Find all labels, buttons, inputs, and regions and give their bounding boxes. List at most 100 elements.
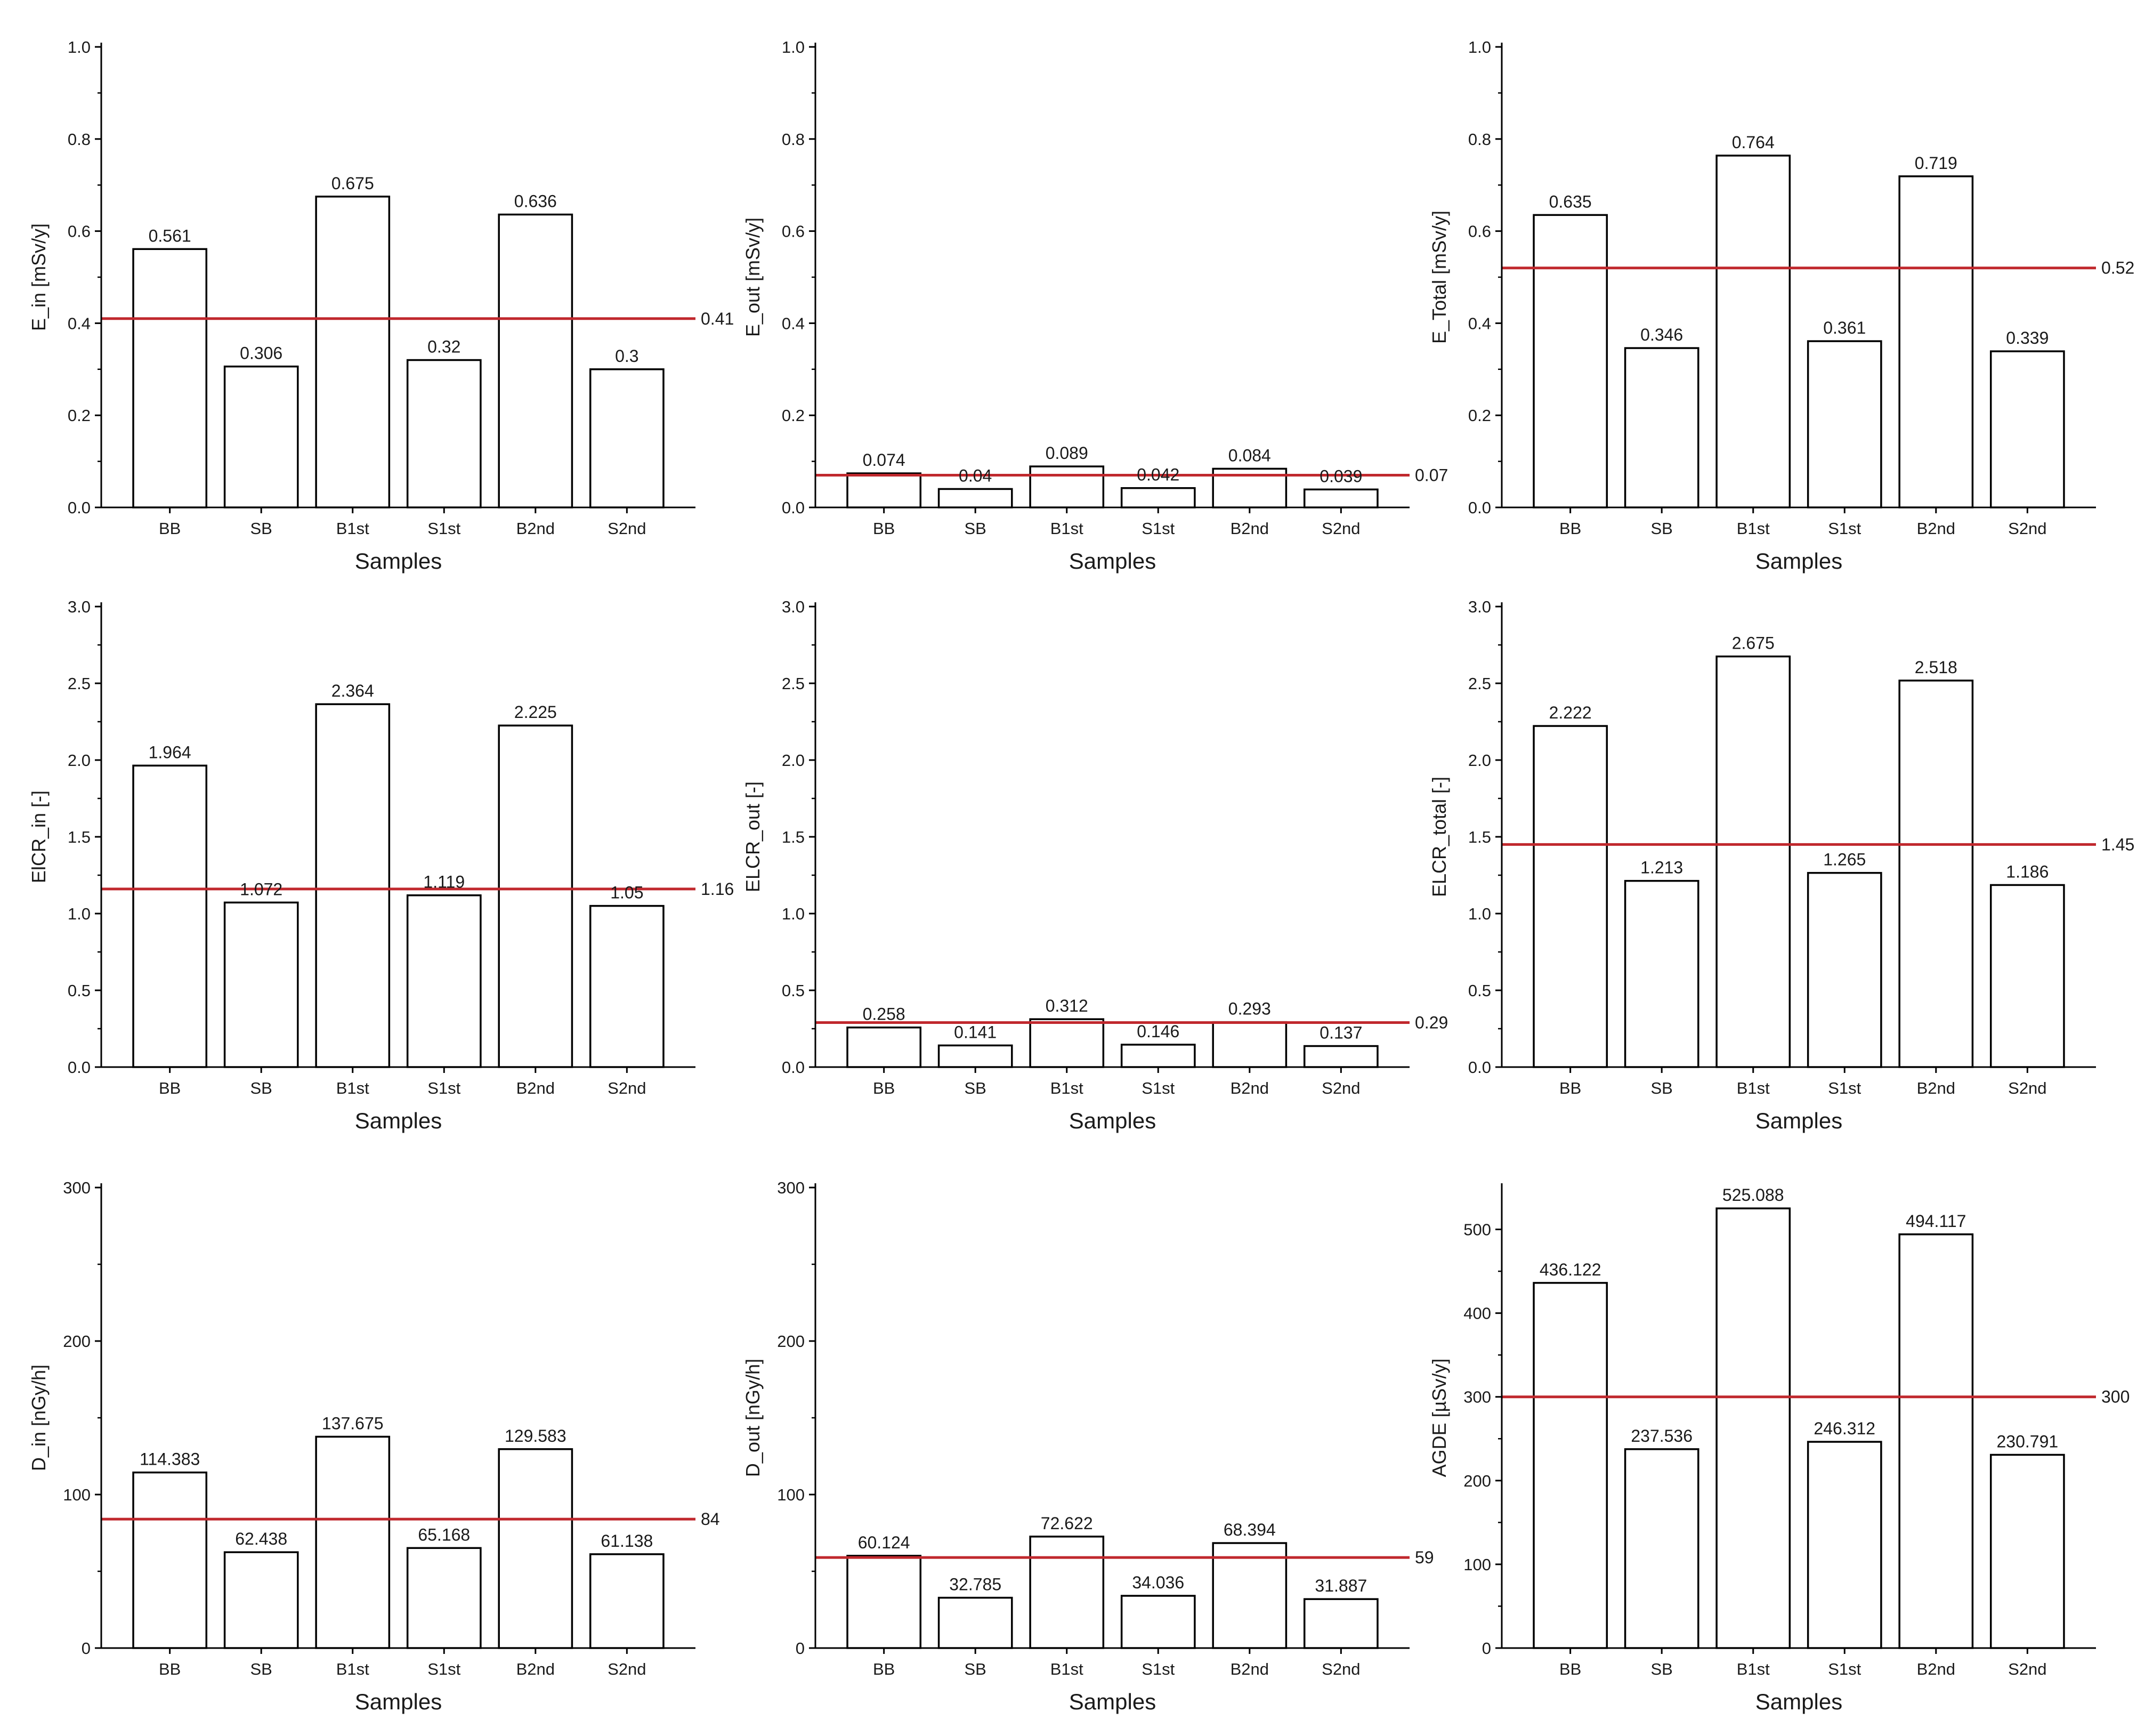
reference-label: 59 — [1415, 1548, 1434, 1567]
bar — [1898, 1233, 1974, 1649]
y-tick-label: 2.5 — [782, 674, 805, 693]
bar-value-label: 0.042 — [1137, 465, 1179, 485]
y-tick-label: 300 — [63, 1178, 91, 1197]
x-tick-label: B1st — [336, 519, 369, 538]
x-tick-label: BB — [873, 1079, 895, 1097]
bar — [1029, 465, 1105, 508]
bar-value-label: 0.561 — [149, 226, 191, 245]
y-tick-label: 0.5 — [1468, 981, 1491, 1000]
x-tick-label: SB — [1651, 1079, 1673, 1097]
bar — [1989, 884, 2065, 1068]
chart-panel-8: 59 60.124 32.785 72.622 34.036 68.394 31.887 0 1… — [742, 1178, 1434, 1714]
bar-value-label: 114.383 — [140, 1450, 200, 1469]
x-axis-title: Samples — [355, 1689, 442, 1714]
x-axis-title: Samples — [1069, 1689, 1156, 1714]
bar-value-label: 0.306 — [240, 344, 282, 363]
y-tick-label: 0.6 — [68, 222, 91, 241]
bar-value-label: 525.088 — [1722, 1185, 1784, 1205]
x-tick-label: S1st — [1142, 519, 1175, 538]
chart-panel-2: 0.07 0.074 0.04 0.089 0.042 0.084 0.039 0.0 0.2 0… — [742, 38, 1448, 574]
y-tick-label: 400 — [1463, 1304, 1491, 1323]
bar-value-label: 65.168 — [418, 1525, 470, 1544]
bar — [1212, 1021, 1288, 1068]
bar — [406, 894, 482, 1068]
bar-value-label: 0.084 — [1228, 446, 1271, 465]
x-tick-label: B1st — [336, 1660, 369, 1678]
y-tick-label: 0.2 — [1468, 406, 1491, 425]
bar-value-label: 0.719 — [1915, 154, 1957, 173]
x-tick-label: SB — [250, 519, 272, 538]
bar — [846, 1026, 922, 1068]
bar-value-label: 230.791 — [1997, 1432, 2059, 1451]
y-tick-label: 0.0 — [782, 498, 805, 517]
bar — [1715, 655, 1791, 1068]
reference-label: 1.45 — [2101, 835, 2134, 854]
x-tick-label: BB — [159, 1660, 181, 1678]
y-tick-label: 100 — [63, 1485, 91, 1504]
x-tick-label: S2nd — [608, 519, 646, 538]
y-axis-title: ElCR_in [-] — [28, 790, 50, 883]
y-tick-label: 2.0 — [68, 751, 91, 770]
bar — [498, 724, 573, 1068]
bar-value-label: 68.394 — [1224, 1520, 1276, 1539]
x-tick-label: S1st — [427, 519, 460, 538]
y-tick-label: 1.5 — [68, 828, 91, 846]
bar-value-label: 1.072 — [240, 879, 282, 899]
y-tick-label: 0.0 — [782, 1058, 805, 1077]
y-tick-label: 1.0 — [68, 38, 91, 56]
bar-value-label: 72.622 — [1041, 1514, 1093, 1533]
y-tick-label: 0.4 — [782, 314, 805, 333]
bar — [1715, 1207, 1791, 1649]
bar-value-label: 0.137 — [1320, 1023, 1362, 1043]
y-axis-title: ELCR_total [-] — [1428, 777, 1450, 897]
reference-label: 0.41 — [701, 309, 734, 328]
y-tick-label: 1.0 — [1468, 38, 1491, 56]
y-tick-label: 0.8 — [68, 130, 91, 149]
y-tick-label: 1.0 — [782, 905, 805, 923]
bar — [1029, 1018, 1105, 1068]
bar-value-label: 0.339 — [2006, 328, 2049, 348]
bar — [937, 488, 1013, 508]
bar-value-label: 494.117 — [1906, 1212, 1966, 1231]
bar-value-label: 137.675 — [322, 1414, 384, 1433]
x-tick-label: SB — [965, 1079, 986, 1097]
x-tick-label: SB — [965, 519, 986, 538]
bar — [406, 359, 482, 508]
y-tick-label: 3.0 — [782, 597, 805, 616]
x-tick-label: BB — [1559, 1079, 1581, 1097]
x-tick-label: S1st — [1142, 1660, 1175, 1678]
bar — [1533, 725, 1608, 1068]
bar-value-label: 2.675 — [1732, 634, 1775, 653]
bar-value-label: 0.32 — [427, 337, 460, 357]
y-tick-label: 300 — [777, 1178, 805, 1197]
bar — [1303, 488, 1379, 508]
y-tick-label: 0.0 — [68, 498, 91, 517]
y-tick-label: 0.0 — [68, 1058, 91, 1077]
x-tick-label: S2nd — [608, 1079, 646, 1097]
y-tick-label: 0 — [1482, 1639, 1491, 1658]
bar-value-label: 1.186 — [2006, 862, 2049, 881]
bar-value-label: 0.04 — [959, 466, 992, 485]
bar-value-label: 0.636 — [514, 191, 557, 211]
chart-panel-9: 300 436.122 237.536 525.088 246.312 494.117 23… — [1428, 1183, 2130, 1714]
bar-value-label: 0.764 — [1732, 133, 1775, 152]
bar-value-label: 129.583 — [505, 1426, 566, 1446]
x-tick-label: S2nd — [1322, 519, 1360, 538]
bar-value-label: 62.438 — [235, 1529, 287, 1548]
bar-value-label: 2.225 — [514, 703, 557, 722]
y-axis-title: AGDE [µSv/y] — [1428, 1359, 1450, 1477]
x-tick-label: BB — [1559, 1660, 1581, 1678]
x-tick-label: B2nd — [1231, 519, 1269, 538]
bar-value-label: 1.265 — [1823, 850, 1866, 869]
x-tick-label: S2nd — [2008, 1660, 2046, 1678]
bar — [315, 703, 391, 1068]
y-axis-title: E_out [mSv/y] — [742, 217, 764, 337]
reference-label: 0.29 — [1415, 1013, 1448, 1032]
bar — [1120, 487, 1196, 508]
y-tick-label: 100 — [1463, 1555, 1491, 1574]
y-tick-label: 1.5 — [1468, 828, 1491, 846]
x-tick-label: S1st — [427, 1079, 460, 1097]
bar-value-label: 1.213 — [1640, 858, 1683, 877]
bar-value-label: 0.635 — [1549, 192, 1592, 211]
